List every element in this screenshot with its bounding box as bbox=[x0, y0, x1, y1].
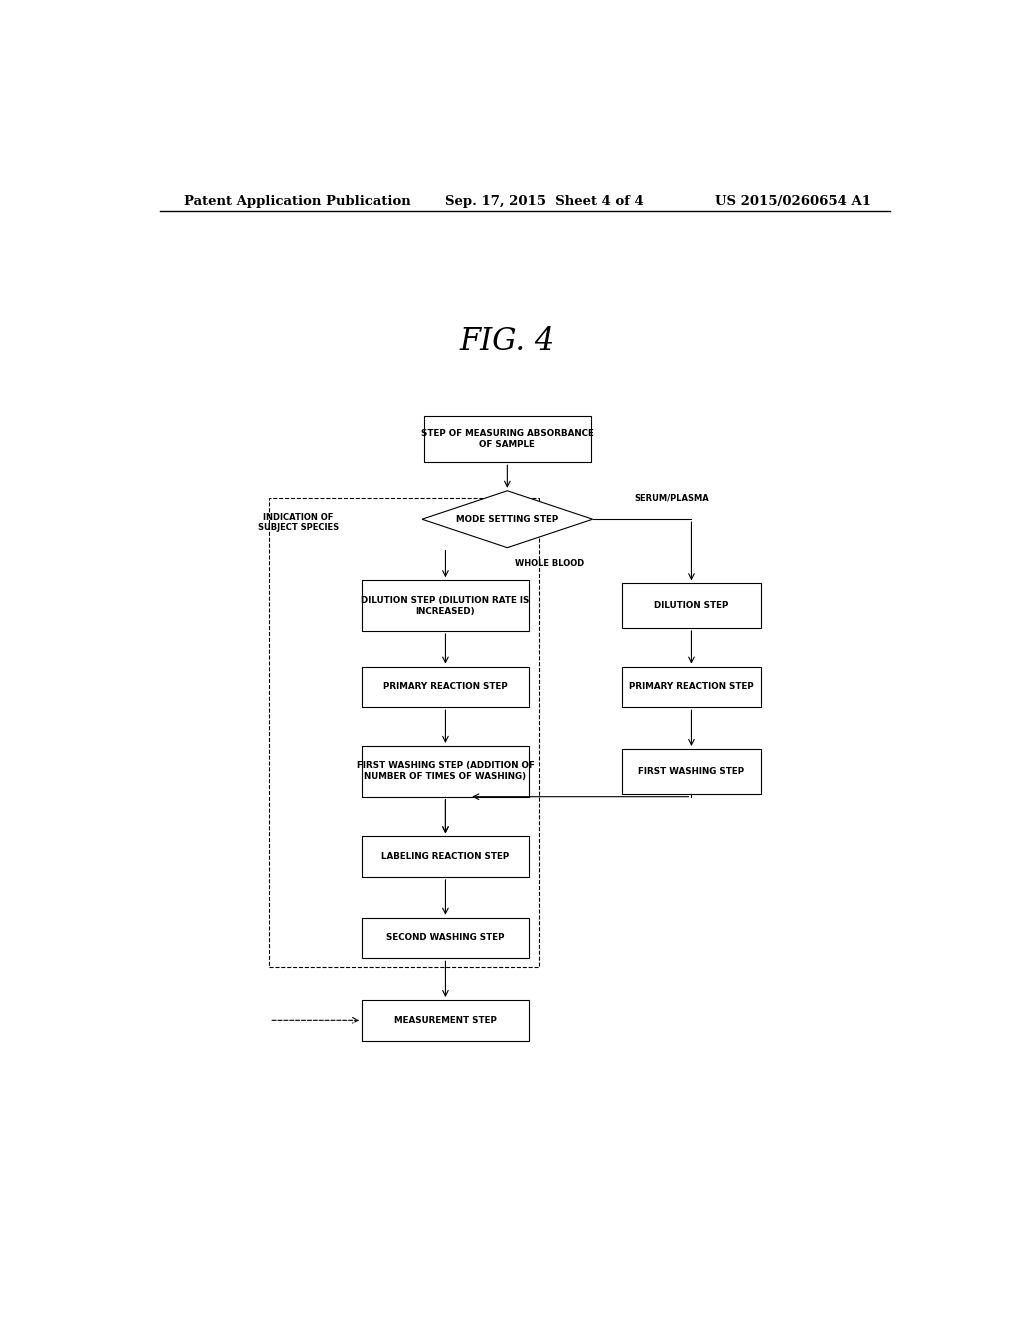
Text: FIRST WASHING STEP: FIRST WASHING STEP bbox=[638, 767, 744, 776]
Bar bbox=[269, 498, 539, 968]
Bar bbox=[362, 746, 528, 797]
Text: PRIMARY REACTION STEP: PRIMARY REACTION STEP bbox=[629, 682, 754, 692]
Text: Sep. 17, 2015  Sheet 4 of 4: Sep. 17, 2015 Sheet 4 of 4 bbox=[445, 194, 644, 207]
Text: Patent Application Publication: Patent Application Publication bbox=[183, 194, 411, 207]
Text: DILUTION STEP (DILUTION RATE IS
INCREASED): DILUTION STEP (DILUTION RATE IS INCREASE… bbox=[361, 595, 529, 615]
Text: PRIMARY REACTION STEP: PRIMARY REACTION STEP bbox=[383, 682, 508, 692]
Text: MODE SETTING STEP: MODE SETTING STEP bbox=[457, 515, 558, 524]
Bar bbox=[622, 748, 761, 793]
Bar bbox=[362, 667, 528, 708]
Text: FIG. 4: FIG. 4 bbox=[460, 326, 555, 356]
Text: DILUTION STEP: DILUTION STEP bbox=[654, 601, 729, 610]
Bar bbox=[362, 746, 528, 797]
Text: LABELING REACTION STEP: LABELING REACTION STEP bbox=[381, 853, 510, 861]
Text: INDICATION OF
SUBJECT SPECIES: INDICATION OF SUBJECT SPECIES bbox=[258, 513, 339, 532]
Bar bbox=[362, 917, 528, 958]
Text: SECOND WASHING STEP: SECOND WASHING STEP bbox=[386, 933, 505, 942]
Text: WHOLE BLOOD: WHOLE BLOOD bbox=[515, 560, 585, 569]
Text: SERUM/PLASMA: SERUM/PLASMA bbox=[634, 494, 709, 503]
Bar bbox=[362, 837, 528, 876]
Text: FIRST WASHING STEP (ADDITION OF
NUMBER OF TIMES OF WASHING): FIRST WASHING STEP (ADDITION OF NUMBER O… bbox=[356, 762, 535, 781]
Bar bbox=[622, 583, 761, 628]
Text: STEP OF MEASURING ABSORBANCE
OF SAMPLE: STEP OF MEASURING ABSORBANCE OF SAMPLE bbox=[421, 429, 594, 449]
Text: MEASUREMENT STEP: MEASUREMENT STEP bbox=[394, 1016, 497, 1024]
Bar bbox=[424, 416, 591, 462]
Bar bbox=[362, 581, 528, 631]
Polygon shape bbox=[422, 491, 593, 548]
Bar bbox=[622, 667, 761, 708]
Text: US 2015/0260654 A1: US 2015/0260654 A1 bbox=[715, 194, 871, 207]
Bar bbox=[362, 581, 528, 631]
Bar bbox=[362, 1001, 528, 1040]
